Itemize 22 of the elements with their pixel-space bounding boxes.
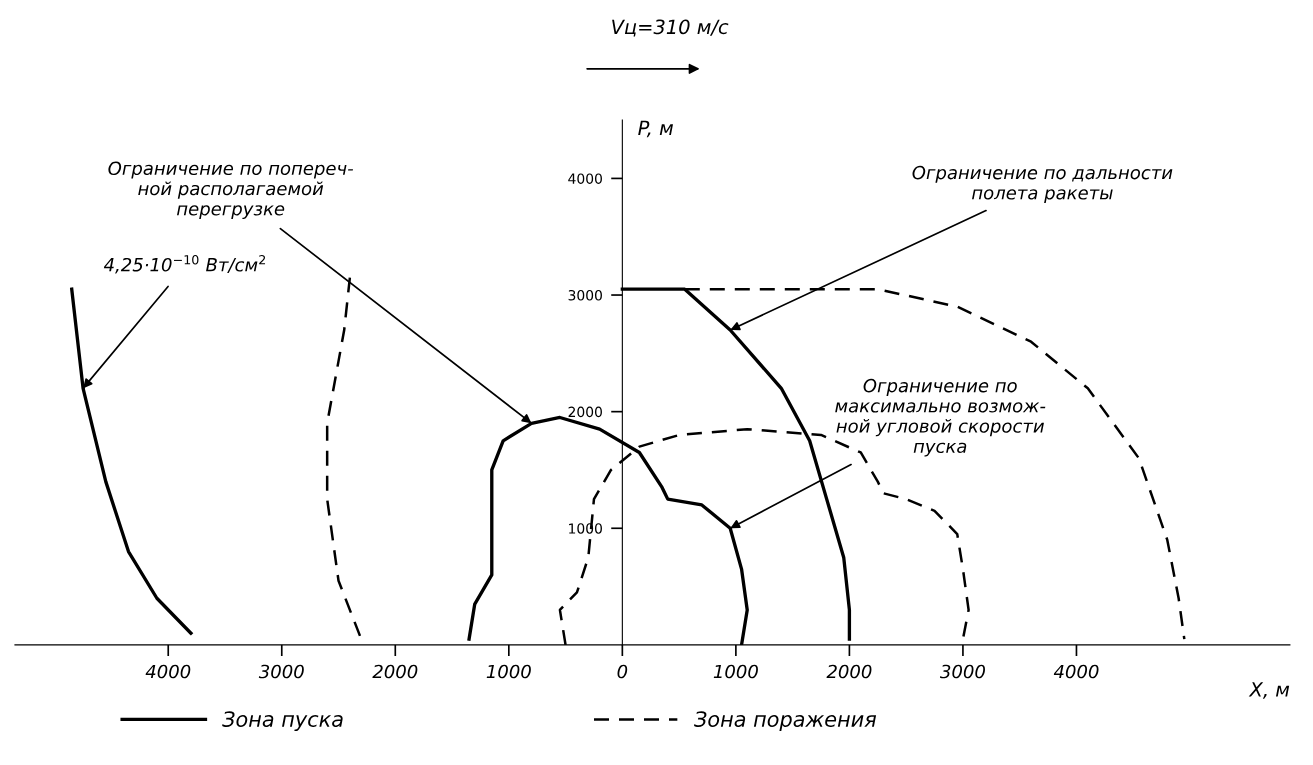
annotation: Ограничение по попереч- ной располагаемой перегрузке — [108, 161, 354, 220]
x-tick-label: 1000 — [713, 664, 758, 679]
annotation: Ограничение по дальности полета ракеты — [912, 165, 1173, 204]
x-tick-label: 3000 — [939, 664, 985, 679]
x-tick-label: 2000 — [826, 664, 872, 679]
annotation: 4,25·10$^{−10}$ Вт/см$^{2}$ — [103, 254, 266, 274]
x-tick-label: 4000 — [1053, 664, 1099, 679]
annotation: Ограничение по максимально возмож- ной угловой скорости пуска — [835, 378, 1046, 457]
y-tick-label: 1000 — [569, 523, 602, 534]
legend-label: Зона пуска — [222, 711, 343, 732]
x-tick-label: 4000 — [145, 664, 191, 679]
x-tick-label: 3000 — [258, 664, 304, 679]
x-tick-label: 0 — [617, 664, 628, 679]
y-tick-label: 3000 — [568, 290, 602, 301]
y-axis-title: P, м — [638, 120, 673, 138]
text: Vц=310 м/с — [612, 19, 729, 37]
legend-label: Зона поражения — [694, 711, 877, 732]
y-tick-label: 2000 — [568, 406, 602, 418]
y-tick-label: 4000 — [568, 173, 602, 184]
x-tick-label: 2000 — [372, 664, 418, 679]
x-axis-title: X, м — [1248, 682, 1290, 699]
x-tick-label: 1000 — [486, 664, 531, 679]
